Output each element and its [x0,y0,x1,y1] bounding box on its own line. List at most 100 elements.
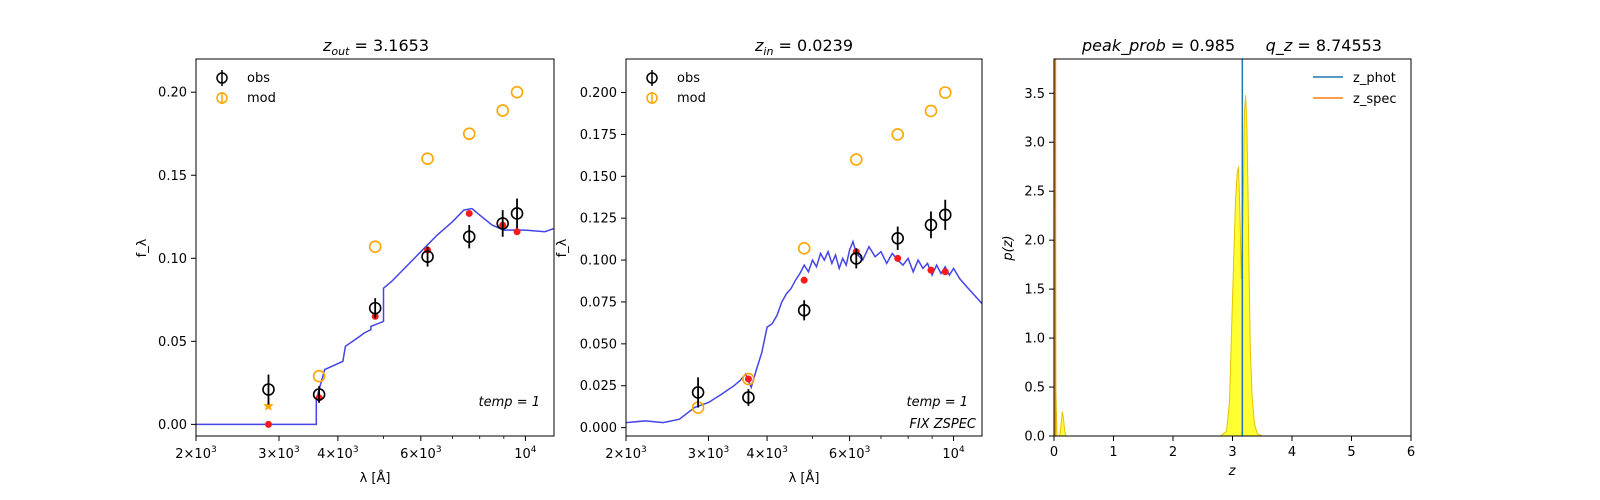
obs-point [368,301,382,315]
temp-annotation: temp = 1 [907,395,968,410]
x-tick-label: 2 [1169,445,1177,460]
panel-zout: zout = 3.1653 2×103 3×103 4×103 6×103 104 0.0… [135,36,555,486]
x-tick-label: 3 [1228,445,1236,460]
x-tick-label: 2×103 [605,445,646,462]
mod-point [462,127,476,141]
axes-ticks: 2×103 3×103 4×103 6×103 104 0.000 0.025 0.050 0.… [580,86,965,462]
y-tick-label: 0.000 [580,421,617,436]
x-axis-label: λ [Å] [789,470,820,486]
mod-point [368,240,382,253]
legend-label: mod [677,91,706,106]
mod-point [849,153,863,166]
legend: z_phot z_spec [1313,71,1397,107]
x-tick-label: 2×103 [175,445,216,462]
legend: obs mod [216,70,276,106]
y-tick-label: 0.175 [580,128,617,143]
y-tick-label: 0.200 [580,86,617,101]
x-axis-label: λ [Å] [360,470,391,486]
model-point [894,254,902,262]
y-tick-label: 2.5 [1024,185,1045,200]
pz-marks [1053,58,1352,437]
y-tick-label: 2.0 [1024,234,1045,249]
y-axis-label: p(z) [1001,235,1016,261]
mod-point [312,369,326,383]
x-tick-label: 5 [1347,445,1355,460]
obs-point [691,386,705,399]
legend-obs-marker [646,70,658,86]
obs-point [938,208,952,222]
legend-label: mod [247,91,276,106]
obs-point [742,391,755,404]
model-point [513,228,521,236]
y-axis-label: f_λ [135,238,150,257]
mod-point [797,242,811,255]
obs-point [924,218,938,232]
pz-area [1053,58,1352,437]
legend-label: z_spec [1353,92,1397,107]
y-tick-label: 1.5 [1024,283,1045,298]
panel-title: zin = 0.0239 [754,36,853,58]
panel-zin: zin = 0.0239 2×103 3×103 4×103 6×103 104 0.00… [555,36,983,486]
y-axis-label: f_λ [555,238,570,257]
panel-title: zout = 3.1653 [322,36,429,58]
y-tick-label: 0.15 [158,169,187,184]
sed-model-curve [196,207,555,426]
y-tick-label: 0.05 [158,335,187,350]
legend-mod-marker [646,92,658,104]
mod-point [891,128,905,141]
temp-annotation: temp = 1 [479,395,540,410]
model-point [941,268,949,276]
legend-mod-marker [216,92,228,104]
y-tick-label: 0.20 [158,86,187,101]
legend-label: obs [677,71,700,86]
plot-frame [625,58,983,437]
x-tick-label: 6×103 [829,445,870,462]
model-point [800,276,808,284]
y-tick-label: 0.150 [580,170,617,185]
model-point [744,375,752,383]
obs-point [312,388,326,401]
obs-point [262,383,275,396]
x-tick-label: 6 [1407,445,1415,460]
x-tick-label: 4 [1288,445,1296,460]
y-tick-label: 0.100 [580,254,617,269]
panel-pz: peak_prob = 0.985 q_z = 8.74553 0 1 2 3 4 5 6 0… [1001,36,1415,479]
model-point [465,209,473,217]
x-axis-label: z [1228,464,1237,479]
mod-point [938,86,952,99]
model-point [927,266,935,274]
model-point [264,420,272,428]
y-tick-label: 0.10 [158,252,187,267]
data-marks [262,85,524,428]
legend: obs mod [646,70,706,106]
axes-ticks: 0 1 2 3 4 5 6 0.0 0.5 1.0 1.5 2.0 2.5 3.0 3.5 [1024,87,1415,460]
mod-point [496,104,509,117]
star-point [263,400,274,411]
data-marks [691,86,952,414]
sed-line [196,207,555,426]
x-tick-label: 104 [514,445,537,462]
y-tick-label: 0.00 [158,418,187,433]
y-tick-label: 0.025 [580,379,617,394]
y-tick-label: 0.125 [580,212,617,227]
x-tick-label: 3×103 [258,445,299,462]
mod-point [421,152,434,165]
plot-frame [195,58,555,437]
obs-point [891,231,905,245]
legend-label: obs [247,71,270,86]
x-tick-label: 4×103 [317,445,358,462]
x-tick-label: 104 [942,445,965,462]
mod-point [510,85,524,99]
y-tick-label: 3.5 [1024,87,1045,102]
y-tick-label: 0.075 [580,295,617,310]
plot-frame [1053,58,1412,437]
y-tick-label: 0.050 [580,337,617,352]
x-tick-label: 0 [1050,445,1058,460]
obs-point [797,304,811,317]
x-tick-label: 3×103 [688,445,729,462]
y-tick-label: 0.5 [1024,381,1045,396]
obs-point [421,250,434,263]
panel-title: peak_prob = 0.985 q_z = 8.74553 [1081,36,1382,56]
x-tick-label: 1 [1109,445,1117,460]
